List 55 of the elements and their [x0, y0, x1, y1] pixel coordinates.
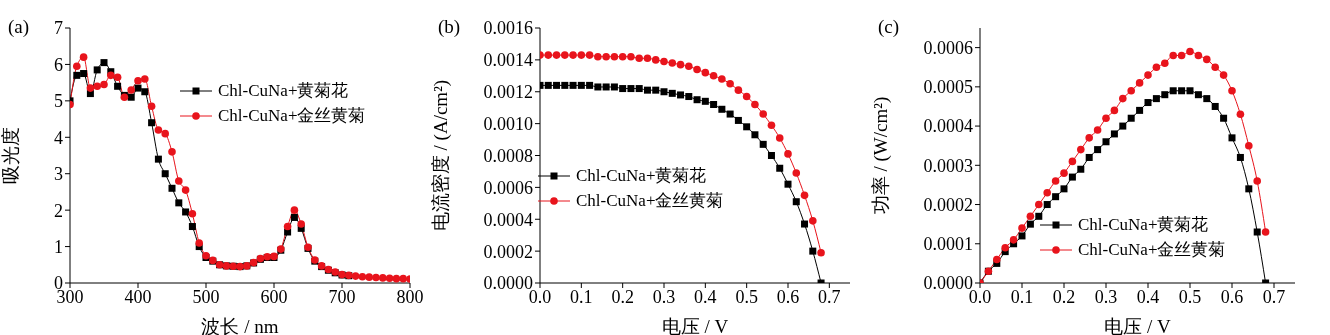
x-tick-label: 0.1	[570, 286, 593, 307]
x-tick-label: 0.3	[1094, 286, 1118, 307]
y-tick-label: 0.0002	[923, 194, 973, 215]
y-tick-label: 0.0006	[923, 38, 973, 59]
x-tick-label: 400	[124, 286, 152, 307]
y-tick-label: 0.0016	[483, 18, 533, 39]
y-tick-label: 0.0008	[483, 145, 533, 166]
x-tick-label: 0.5	[735, 286, 758, 307]
x-tick-label: 0.5	[1178, 286, 1202, 307]
y-tick-label: 1	[54, 236, 63, 257]
y-tick-label: 0.0001	[923, 234, 973, 255]
y-tick-label: 0.0004	[483, 209, 533, 230]
x-tick-label: 500	[192, 286, 220, 307]
y-tick-label: 0.0012	[483, 82, 533, 103]
x-tick-label: 0.7	[818, 286, 841, 307]
y-tick-label: 0.0006	[483, 177, 533, 198]
y-axis-title: 电流密度 / (A/cm²)	[429, 79, 452, 232]
y-tick-label: 0.0005	[923, 77, 973, 98]
x-axis-title: 波长 / nm	[201, 316, 279, 335]
legend-label: Chl-CuNa+金丝黄菊	[1078, 239, 1226, 261]
y-axis-title: 功率 / (W/cm²)	[869, 96, 892, 215]
y-tick-label: 0.0014	[483, 50, 533, 71]
legend-label: Chl-CuNa+黄菊花	[218, 80, 349, 102]
y-tick-label: 0.0002	[483, 241, 533, 262]
legend-label: Chl-CuNa+金丝黄菊	[218, 105, 366, 127]
x-tick-label: 700	[328, 286, 356, 307]
x-tick-label: 0.1	[1010, 286, 1034, 307]
y-tick-label: 0.0003	[923, 155, 973, 176]
x-tick-label: 0.3	[652, 286, 676, 307]
y-tick-label: 4	[54, 127, 63, 148]
x-tick-label: 0.7	[1262, 286, 1286, 307]
x-tick-label: 0.4	[1136, 286, 1160, 307]
y-tick-label: 5	[54, 91, 63, 112]
x-tick-label: 0.2	[1052, 286, 1076, 307]
chart-title: (a)	[8, 16, 30, 38]
x-axis-title: 电压 / V	[1104, 316, 1172, 335]
x-tick-label: 0.6	[776, 286, 800, 307]
y-tick-label: 0.0010	[483, 114, 533, 135]
x-axis-title: 电压 / V	[661, 316, 729, 335]
x-tick-label: 600	[260, 286, 288, 307]
y-tick-label: 2	[54, 200, 63, 221]
legend-label: Chl-CuNa+金丝黄菊	[576, 190, 724, 212]
x-tick-label: 0.6	[1220, 286, 1244, 307]
legend-label: Chl-CuNa+黄菊花	[1078, 214, 1209, 236]
x-tick-label: 0.2	[611, 286, 634, 307]
chart-title: (b)	[438, 16, 461, 38]
y-tick-label: 6	[54, 54, 63, 75]
x-tick-label: 800	[396, 286, 424, 307]
y-tick-label: 7	[54, 18, 63, 39]
y-tick-label: 0.0004	[923, 116, 973, 137]
y-tick-label: 3	[54, 164, 63, 185]
y-axis-title: 吸光度	[0, 127, 21, 184]
chart-title: (c)	[878, 16, 900, 38]
legend-label: Chl-CuNa+黄菊花	[576, 165, 707, 187]
x-tick-label: 0.4	[694, 286, 717, 307]
